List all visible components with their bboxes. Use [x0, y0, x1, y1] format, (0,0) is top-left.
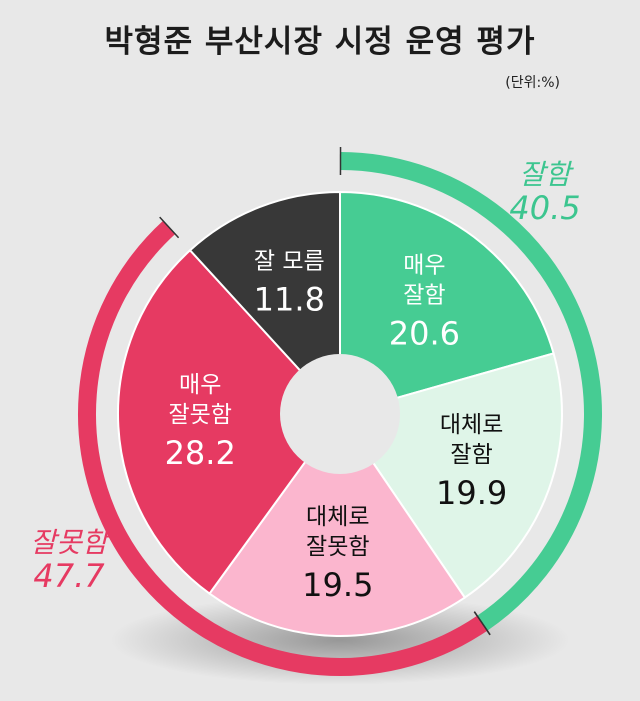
slice-label: 매우: [179, 372, 221, 398]
slice-label: 매우: [403, 252, 445, 278]
slice-value-label: 20.6: [389, 314, 460, 352]
group-arc-good: [340, 152, 602, 631]
pie-slice: [339, 190, 555, 416]
pie-slice: [208, 412, 467, 637]
slice-value-label: 19.9: [436, 474, 507, 512]
chart-title: 박형준 부산시장 시정 운영 평가: [104, 24, 536, 60]
slice-value-label: 28.2: [165, 434, 236, 472]
group-label-bad: 잘못함 47.7: [4, 526, 134, 595]
unit-label: (단위:%): [505, 75, 560, 91]
pie-slice: [117, 248, 342, 595]
chart-shadow: [110, 595, 570, 685]
slice-label: 잘함: [403, 282, 445, 308]
group-label-good: 잘함 40.5: [480, 158, 610, 227]
slice-value-label: 19.5: [302, 566, 373, 604]
slice-value-label: 11.8: [254, 281, 325, 319]
group-name-bad: 잘못함: [30, 526, 108, 559]
slice-label: 잘함: [450, 442, 492, 468]
donut-hole: [280, 354, 400, 474]
slice-label: 대체로: [306, 504, 369, 530]
group-value-bad: 47.7: [33, 556, 105, 595]
group-value-good: 40.5: [509, 188, 581, 227]
group-arc-tick: [159, 216, 180, 239]
slice-label: 잘못함: [168, 402, 231, 428]
slice-label: 잘못함: [306, 534, 369, 560]
slice-label: 대체로: [440, 412, 503, 438]
group-arc-tick: [473, 611, 491, 636]
group-name-good: 잘함: [519, 158, 571, 191]
slice-label: 잘 모름: [254, 249, 325, 275]
group-arc-bad: [78, 220, 488, 676]
pie-slice: [188, 190, 341, 417]
